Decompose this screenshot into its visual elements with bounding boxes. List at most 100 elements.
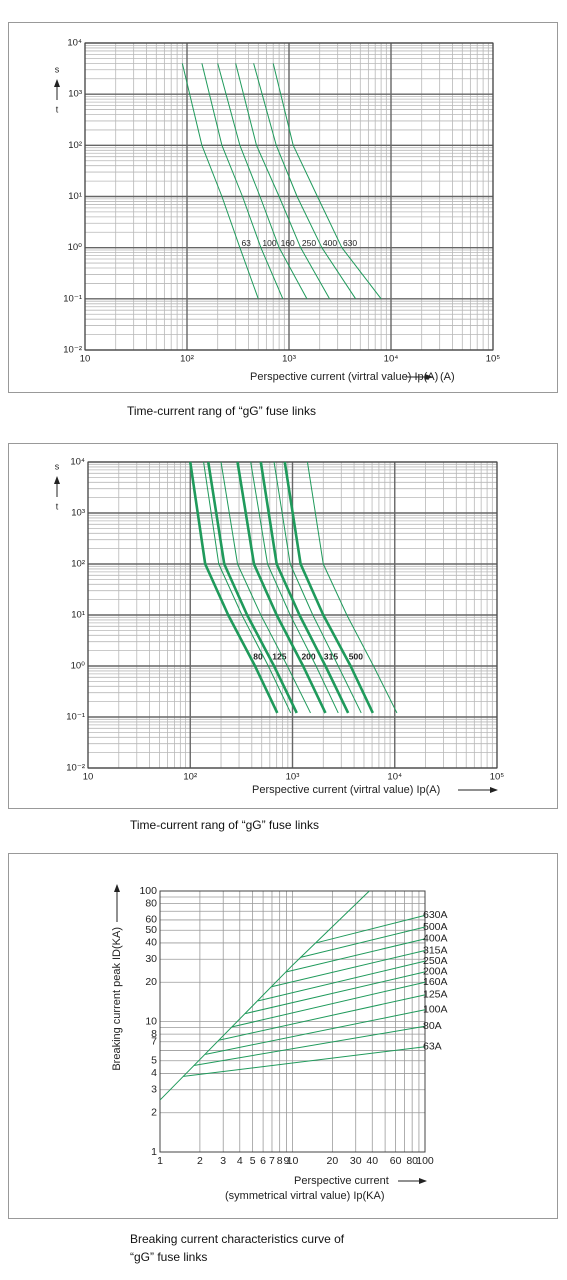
y-tick-label: 3 (151, 1084, 157, 1096)
curve (220, 461, 311, 714)
y-tick-label: 10³ (71, 508, 85, 519)
y-tick-label: 4 (151, 1067, 157, 1079)
curve-label: 63A (423, 1041, 442, 1053)
curve (219, 994, 426, 1041)
panel-frame (8, 443, 558, 809)
curve-label: 500 (349, 651, 363, 661)
curve-label: 250A (423, 955, 448, 967)
y-tick-label: 10⁻¹ (66, 712, 85, 723)
x-tick-label: 2 (197, 1155, 203, 1167)
y-tick-label: 10⁻² (66, 763, 85, 774)
curve-label: 80 (253, 651, 263, 661)
y-tick-label: 2 (151, 1106, 157, 1118)
caption: Time-current rang of “gG” fuse links (130, 818, 319, 832)
curve (245, 971, 426, 1015)
x-tick-label: 20 (327, 1155, 339, 1167)
y-tick-label: 5 (151, 1055, 157, 1067)
curve-label: 100A (423, 1004, 448, 1016)
curve (201, 63, 284, 300)
curve (205, 1009, 426, 1055)
curve-label: 80A (423, 1020, 442, 1032)
x-tick-label: 10 (83, 772, 94, 783)
y-tick-label: 50 (145, 924, 157, 936)
x-axis-label: Perspective current (294, 1175, 389, 1187)
x-tick-label: 10⁴ (384, 354, 399, 365)
y-tick-label: 10¹ (71, 610, 85, 621)
curve (257, 960, 426, 1002)
curve (259, 461, 350, 714)
x-tick-label: 5 (250, 1155, 256, 1167)
caption: “gG” fuse links (130, 1250, 207, 1264)
curve (203, 461, 292, 714)
curve (286, 938, 426, 973)
y-tick-label: 1 (151, 1146, 157, 1158)
curve (181, 63, 259, 299)
curve-label: 200 (301, 651, 315, 661)
curve-label: 400 (323, 238, 337, 248)
y-axis-label: s (55, 64, 60, 74)
curve-label: 400A (423, 933, 448, 945)
curve (250, 461, 339, 714)
x-axis-label: (symmetrical virtral value) Ip(KA) (225, 1190, 385, 1202)
curve-label: 630 (343, 238, 357, 248)
y-tick-label: 40 (145, 937, 157, 949)
y-axis-label: Breaking current peak ID(KA) (111, 927, 123, 1071)
curve (217, 63, 308, 300)
y-tick-label: 10 (145, 1015, 157, 1027)
x-tick-label: 60 (390, 1155, 402, 1167)
y-tick-label: 8 (151, 1028, 157, 1040)
y-axis-label: s (55, 461, 60, 471)
x-tick-label: 1 (157, 1155, 163, 1167)
x-tick-label: 80 (406, 1155, 418, 1167)
y-tick-label: 30 (145, 953, 157, 965)
curve (315, 914, 426, 944)
curve (231, 981, 426, 1028)
x-tick-label: 10⁴ (387, 772, 402, 783)
curve (159, 890, 370, 1101)
curve-label: 63 (241, 238, 251, 248)
curve (271, 950, 426, 988)
x-tick-label: 40 (366, 1155, 378, 1167)
plot-frame (159, 890, 426, 1153)
y-tick-label: 80 (145, 897, 157, 909)
x-tick-label: 10³ (286, 772, 300, 783)
curve-label: 630A (423, 909, 448, 921)
curve-label: 250 (302, 238, 316, 248)
curve (300, 926, 426, 958)
y-tick-label: 10² (71, 559, 85, 570)
curve-label: 315 (324, 651, 338, 661)
curve (283, 461, 374, 714)
x-tick-label: 3 (220, 1155, 226, 1167)
y-tick-label: 60 (145, 914, 157, 926)
curve (206, 461, 298, 714)
x-tick-label: 10³ (282, 354, 296, 365)
x-tick-label: 10⁵ (490, 772, 505, 783)
curve-label: 125A (423, 989, 448, 1001)
caption: Time-current rang of “gG” fuse links (127, 404, 316, 418)
y-tick-label: 10⁴ (67, 38, 82, 49)
curve-label: 160A (423, 976, 448, 988)
curve-label: 315A (423, 944, 448, 956)
curve-label: 160 (281, 238, 295, 248)
x-axis-unit: (A) (440, 371, 455, 383)
y-tick-label: 10⁴ (70, 457, 85, 468)
x-axis-label: Perspective current (virtral value) Ip(A… (250, 371, 438, 383)
x-axis-label: Perspective current (virtral value) Ip(A… (252, 784, 440, 796)
curve (235, 63, 331, 300)
curve (272, 63, 382, 300)
x-tick-label: 4 (237, 1155, 243, 1167)
caption: Breaking current characteristics curve o… (130, 1232, 345, 1246)
curve (188, 461, 279, 714)
panel-frame (8, 853, 558, 1219)
curve-label: 100 (262, 238, 276, 248)
plot-frame (87, 461, 498, 769)
y-tick-label: 10⁰ (68, 242, 83, 253)
y-tick-label: 10⁻¹ (63, 293, 82, 304)
y-tick-label: 10² (68, 140, 82, 151)
curve (236, 461, 327, 714)
x-tick-label: 100 (416, 1155, 434, 1167)
panel-frame (8, 22, 558, 393)
x-tick-label: 7 (269, 1155, 275, 1167)
